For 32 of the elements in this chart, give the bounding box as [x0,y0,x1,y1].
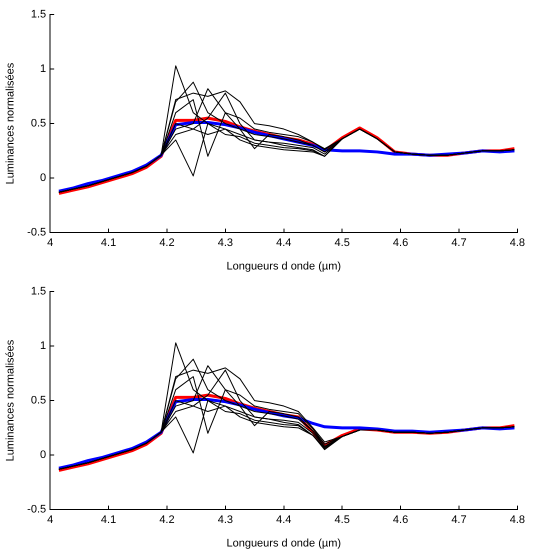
x-tick-label: 4.1 [100,514,116,526]
x-axis-title: Longueurs d onde (µm) [226,537,342,550]
x-tick-label: 4.2 [159,514,175,526]
x-tick-label: 4.5 [334,514,350,526]
y-tick-label: 0 [40,449,46,462]
y-tick-label: -0.5 [27,504,46,516]
x-tick-label: 4.4 [276,514,292,526]
y-tick-label: 1.5 [30,8,46,21]
x-axis-title: Longueurs d onde (µm) [226,260,342,272]
y-tick-label: 0.5 [30,394,46,407]
y-tick-label: 1.5 [30,286,46,298]
x-tick-label: 4.6 [392,237,408,250]
x-tick-label: 4 [47,514,54,526]
y-axis-title: Luminances normalisées [4,339,17,462]
y-tick-label: -0.5 [27,226,46,239]
y-axis-title: Luminances normalisées [4,62,17,184]
x-tick-label: 4.3 [218,237,234,250]
x-tick-label: 4.6 [392,514,408,526]
y-tick-label: 1 [40,340,46,352]
x-tick-label: 4.3 [218,514,234,526]
x-tick-label: 4.1 [100,237,116,250]
x-tick-label: 4.8 [510,514,526,526]
x-tick-label: 4.4 [276,237,292,250]
x-tick-label: 4 [47,237,54,250]
x-tick-label: 4.7 [451,514,467,526]
y-tick-label: 0 [40,172,46,184]
y-tick-label: 0.5 [30,118,46,130]
x-tick-label: 4.7 [451,237,467,250]
x-tick-label: 4.2 [159,237,175,250]
x-tick-label: 4.8 [510,237,526,250]
y-tick-label: 1 [40,63,46,76]
x-tick-label: 4.5 [334,237,350,250]
